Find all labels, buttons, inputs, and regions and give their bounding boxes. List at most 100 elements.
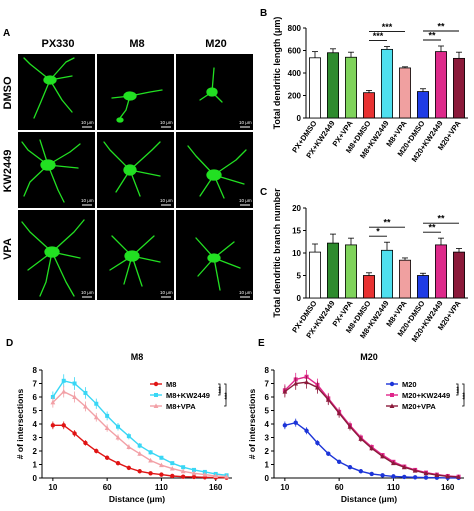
bar bbox=[345, 244, 357, 299]
chart-b-total-dendritic-length: 0 200 400 600 800 Total dendritic length (μm)… bbox=[272, 17, 468, 164]
y-tick-label: 600 bbox=[288, 47, 302, 56]
data-point bbox=[325, 397, 331, 402]
data-point bbox=[293, 380, 299, 386]
significance-label: ** bbox=[437, 22, 445, 32]
significance-label: ** bbox=[383, 218, 391, 228]
data-point bbox=[369, 471, 374, 477]
data-point bbox=[191, 474, 197, 480]
legend-marker bbox=[153, 403, 159, 408]
bar bbox=[327, 52, 339, 119]
y-tick-label: 7 bbox=[265, 380, 270, 389]
panel-e-letter: E bbox=[258, 338, 265, 349]
scale-label: 10 μm bbox=[239, 120, 252, 125]
bar bbox=[399, 259, 411, 299]
bar bbox=[435, 244, 447, 299]
data-point bbox=[304, 379, 309, 385]
bar bbox=[381, 249, 393, 299]
x-axis-label: Distance (μm) bbox=[109, 494, 165, 504]
y-tick-label: 2 bbox=[33, 447, 38, 456]
data-point bbox=[304, 428, 309, 433]
data-point bbox=[83, 390, 88, 395]
significance-label: *** bbox=[457, 386, 463, 394]
chart-title: M20 bbox=[360, 352, 378, 362]
legend-marker bbox=[154, 393, 158, 397]
scale-label: 10 μm bbox=[81, 198, 94, 203]
data-point bbox=[380, 453, 385, 459]
data-point bbox=[137, 469, 142, 474]
panel-c-letter: C bbox=[260, 187, 268, 198]
data-point bbox=[434, 472, 440, 478]
data-point bbox=[412, 467, 418, 473]
legend-label: M20+KW2449 bbox=[402, 391, 450, 400]
data-point bbox=[170, 461, 175, 466]
chart-d-sholl-m8: M8 0 1 2 3 4 5 6 7 8 10 60 110 160 Distance (μm) # of i… bbox=[15, 352, 232, 504]
data-point bbox=[369, 445, 375, 451]
data-point bbox=[315, 440, 320, 446]
x-tick-label: 60 bbox=[103, 483, 112, 492]
data-point bbox=[202, 472, 208, 477]
data-point bbox=[159, 462, 164, 468]
panel-d-letter: D bbox=[6, 338, 14, 349]
data-point bbox=[402, 474, 407, 480]
data-point bbox=[50, 395, 55, 399]
significance-label: *** bbox=[373, 31, 384, 41]
data-point bbox=[180, 468, 186, 474]
data-point bbox=[83, 403, 88, 409]
legend-label: M8+VPA bbox=[166, 402, 196, 411]
data-point bbox=[202, 469, 207, 474]
data-point bbox=[347, 424, 353, 429]
bar bbox=[309, 57, 321, 119]
bar bbox=[399, 67, 411, 119]
data-point bbox=[326, 451, 331, 456]
column-header-m20: M20 bbox=[205, 38, 227, 50]
x-tick-label: 110 bbox=[387, 483, 400, 492]
data-point bbox=[61, 423, 66, 428]
y-axis-label: # of intersections bbox=[247, 389, 257, 460]
data-point bbox=[94, 448, 99, 454]
data-point bbox=[169, 465, 175, 471]
y-tick-label: 3 bbox=[265, 434, 270, 443]
y-tick-label: 20 bbox=[292, 204, 301, 213]
bar bbox=[453, 251, 465, 299]
data-point bbox=[380, 473, 385, 478]
x-tick-label: 10 bbox=[280, 483, 289, 492]
data-point bbox=[126, 465, 132, 471]
micrograph-grid: 10 μm 10 μm 10 μm 10 μm 10 μm 10 μm 10 μ… bbox=[18, 54, 253, 300]
chart-title: M8 bbox=[131, 352, 144, 362]
panel-b-letter: B bbox=[260, 8, 268, 19]
data-point bbox=[180, 474, 186, 479]
data-point bbox=[159, 455, 164, 460]
y-tick-label: 5 bbox=[297, 272, 302, 281]
y-tick-label: 6 bbox=[33, 393, 38, 402]
data-point bbox=[115, 460, 121, 466]
bar bbox=[435, 51, 447, 119]
y-axis-label: Total dendritic length (μm) bbox=[272, 17, 282, 130]
data-point bbox=[126, 434, 131, 439]
y-tick-label: 6 bbox=[265, 393, 270, 402]
scale-label: 10 μm bbox=[160, 290, 173, 295]
x-tick-label: 10 bbox=[48, 483, 57, 492]
data-point bbox=[423, 475, 429, 480]
scale-label: 10 μm bbox=[160, 120, 173, 125]
data-point bbox=[191, 470, 197, 476]
data-point bbox=[115, 434, 121, 440]
y-tick-label: 7 bbox=[33, 380, 38, 389]
data-point bbox=[282, 389, 288, 394]
data-point bbox=[358, 436, 364, 441]
data-point bbox=[181, 465, 186, 470]
legend-marker bbox=[390, 393, 394, 397]
data-point bbox=[72, 394, 77, 399]
chart-e-sholl-m20: M20 0 1 2 3 4 5 6 7 8 10 60 110 160 Distance (μm) # of … bbox=[247, 352, 469, 504]
x-tick-label: 160 bbox=[209, 483, 223, 492]
scale-label: 10 μm bbox=[160, 198, 173, 203]
scale-bars bbox=[82, 126, 250, 298]
data-point bbox=[94, 401, 99, 406]
significance-label: * bbox=[376, 227, 380, 237]
y-tick-label: 5 bbox=[33, 407, 38, 416]
micrograph-px330-kw2449 bbox=[18, 132, 95, 208]
column-header-m8: M8 bbox=[129, 38, 145, 50]
x-tick-label: 160 bbox=[441, 483, 455, 492]
significance-label: *** bbox=[463, 392, 469, 400]
legend-label: M8+KW2449 bbox=[166, 391, 210, 400]
data-point bbox=[412, 475, 418, 480]
